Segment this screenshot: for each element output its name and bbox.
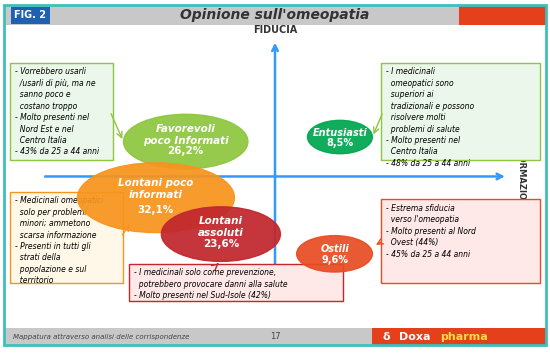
FancyBboxPatch shape bbox=[10, 63, 113, 160]
Text: Mappatura attraverso analisi delle corrispondenze: Mappatura attraverso analisi delle corri… bbox=[13, 333, 189, 340]
Ellipse shape bbox=[296, 236, 372, 272]
Text: - Vorrebbero usarli
  /usarli di più, ma ne
  sanno poco e
  costano troppo
- Mo: - Vorrebbero usarli /usarli di più, ma n… bbox=[15, 67, 100, 156]
Text: - Estrema sfiducia
  verso l'omeopatia
- Molto presenti al Nord
  Ovest (44%)
- : - Estrema sfiducia verso l'omeopatia - M… bbox=[386, 204, 476, 258]
Text: 32,1%: 32,1% bbox=[138, 205, 174, 215]
Text: 23,6%: 23,6% bbox=[203, 239, 239, 249]
Text: Favorevoli
poco Informati: Favorevoli poco Informati bbox=[143, 124, 228, 145]
Text: - I medicinali solo come prevenzione,
  potrebbero provocare danni alla salute
-: - I medicinali solo come prevenzione, po… bbox=[134, 268, 288, 300]
Text: δ: δ bbox=[383, 332, 395, 342]
Text: Opinione sull'omeopatia: Opinione sull'omeopatia bbox=[180, 8, 370, 22]
Text: 26,2%: 26,2% bbox=[168, 146, 204, 156]
FancyBboxPatch shape bbox=[381, 199, 540, 282]
Text: Lontani poco
informati: Lontani poco informati bbox=[118, 178, 194, 200]
FancyBboxPatch shape bbox=[381, 63, 540, 160]
Text: - I medicinali
  omeopatici sono
  superiori ai
  tradizionali e possono
  risol: - I medicinali omeopatici sono superiori… bbox=[386, 67, 474, 168]
Text: 9,6%: 9,6% bbox=[321, 255, 348, 265]
Text: Lontani
assoluti: Lontani assoluti bbox=[198, 217, 244, 238]
Ellipse shape bbox=[123, 114, 248, 169]
Text: FIG. 2: FIG. 2 bbox=[14, 10, 46, 20]
Text: Ostili: Ostili bbox=[320, 244, 349, 254]
FancyBboxPatch shape bbox=[10, 192, 123, 282]
Text: Entusiasti: Entusiasti bbox=[312, 128, 367, 138]
FancyBboxPatch shape bbox=[129, 264, 343, 301]
Ellipse shape bbox=[161, 207, 280, 261]
Ellipse shape bbox=[78, 163, 234, 233]
Text: INFORMAZIONE: INFORMAZIONE bbox=[517, 140, 526, 213]
Ellipse shape bbox=[307, 120, 372, 154]
Text: pharma: pharma bbox=[440, 332, 488, 342]
Text: - Medicinali omeopatici
  solo per problemi
  minori; ammetono
  scarsa informaz: - Medicinali omeopatici solo per problem… bbox=[15, 196, 103, 285]
Text: 17: 17 bbox=[270, 332, 280, 341]
Text: Doxa: Doxa bbox=[399, 332, 431, 342]
FancyBboxPatch shape bbox=[372, 328, 546, 345]
FancyBboxPatch shape bbox=[459, 5, 546, 25]
Text: FIDUCIA: FIDUCIA bbox=[253, 25, 297, 35]
Text: 8,5%: 8,5% bbox=[326, 138, 354, 148]
